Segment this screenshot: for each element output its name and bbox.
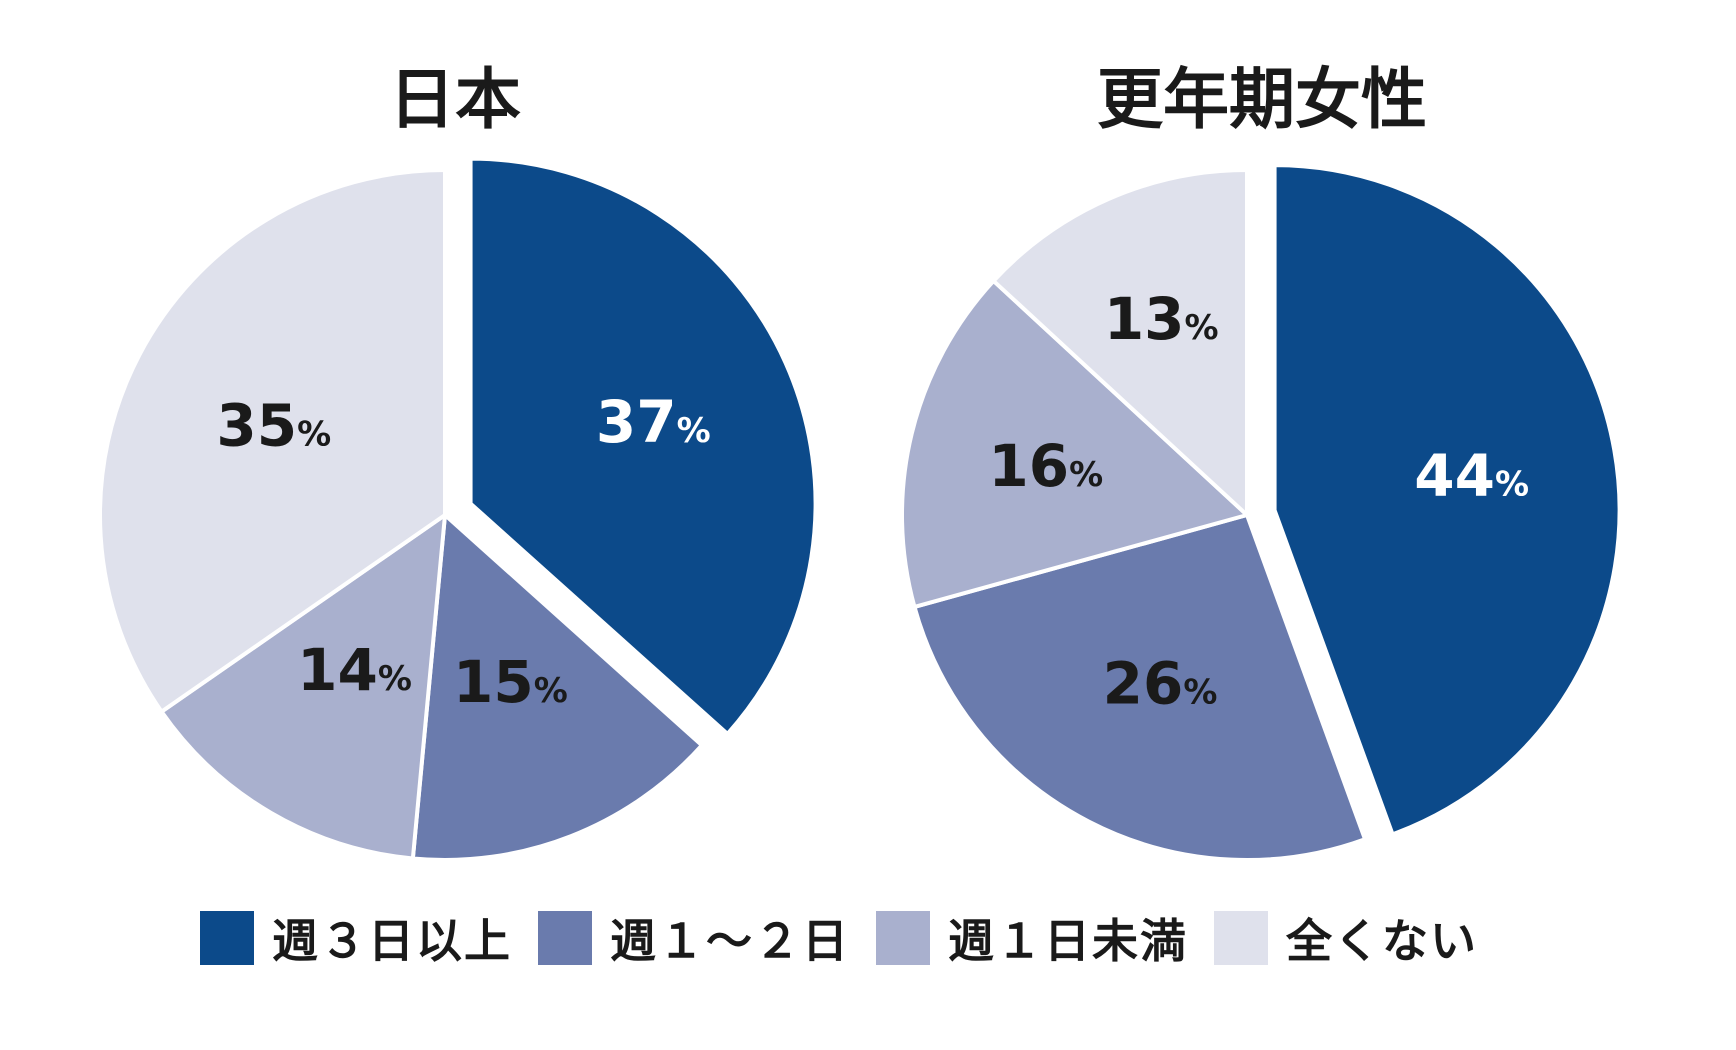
pie-slice-3plus bbox=[1272, 163, 1622, 837]
legend-item-never: 全くない bbox=[1214, 905, 1478, 971]
legend-label-never: 全くない bbox=[1286, 914, 1478, 968]
pie-slice-3plus bbox=[468, 156, 818, 737]
data-label-3plus: 44% bbox=[1414, 441, 1529, 509]
legend-swatch-1to2 bbox=[538, 911, 592, 965]
pie-menopausal-women: 44% 26% 16% 13% bbox=[900, 163, 1622, 862]
legend-swatch-3plus bbox=[200, 911, 254, 965]
data-label-3plus: 37% bbox=[596, 388, 711, 456]
chart-title-menopausal-women: 更年期女性 bbox=[1097, 61, 1427, 138]
pie-charts: 日本 更年期女性 37% 15% 14% 35% 44% 26% 16% 13% bbox=[98, 61, 1622, 862]
data-label-never: 13% bbox=[1104, 285, 1219, 353]
pie-slice-never bbox=[98, 167, 447, 715]
legend-label-3plus: 週３日以上 bbox=[272, 914, 512, 968]
data-label-under1: 14% bbox=[297, 636, 412, 704]
legend-label-under1: 週１日未満 bbox=[948, 914, 1188, 968]
pie-slice-1to2 bbox=[912, 512, 1368, 862]
pie-slice-under1 bbox=[900, 278, 1251, 610]
pie-japan: 37% 15% 14% 35% bbox=[98, 156, 818, 862]
legend-item-under1: 週１日未満 bbox=[876, 905, 1188, 971]
legend-swatch-never bbox=[1214, 911, 1268, 965]
legend-item-1to2: 週１〜２日 bbox=[538, 905, 850, 971]
pie-slice-under1 bbox=[158, 510, 448, 861]
data-label-1to2: 26% bbox=[1103, 650, 1218, 718]
data-label-1to2: 15% bbox=[453, 648, 568, 716]
pie-slice-1to2 bbox=[410, 510, 705, 862]
legend-item-3plus: 週３日以上 bbox=[200, 905, 512, 971]
data-label-never: 35% bbox=[216, 391, 331, 459]
legend-label-1to2: 週１〜２日 bbox=[610, 914, 850, 968]
legend-swatch-under1 bbox=[876, 911, 930, 965]
pie-slice-never bbox=[990, 167, 1249, 520]
data-label-under1: 16% bbox=[988, 432, 1103, 500]
legend: 週３日以上 週１〜２日 週１日未満 全くない bbox=[200, 905, 1504, 971]
chart-title-japan: 日本 bbox=[389, 61, 521, 138]
